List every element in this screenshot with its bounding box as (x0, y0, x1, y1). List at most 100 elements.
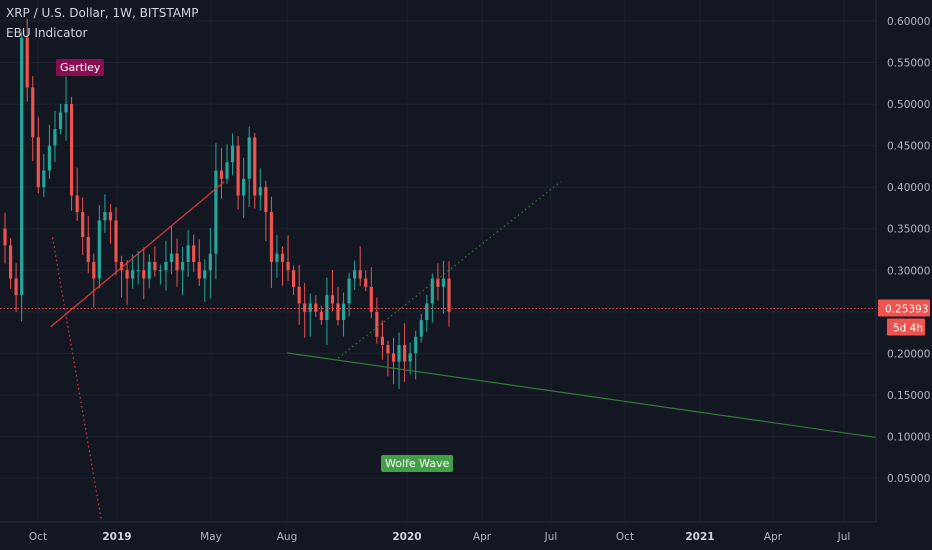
candle (36, 116, 40, 194)
candle (336, 287, 340, 326)
candle (275, 234, 279, 278)
candle (42, 153, 46, 198)
gartley-annotation[interactable]: Gartley (56, 59, 105, 76)
candle (264, 180, 268, 241)
candle (219, 147, 224, 199)
time-axis[interactable] (0, 522, 876, 550)
candle (192, 234, 196, 272)
x-tick-label: 2021 (685, 531, 714, 543)
candle (3, 212, 7, 264)
candle (8, 238, 13, 289)
y-tick-label: 0.55000 (887, 58, 930, 70)
x-tick-label: May (200, 531, 222, 543)
candle (97, 205, 101, 289)
x-tick-label: Aug (277, 531, 298, 543)
x-tick-label: 2020 (392, 531, 421, 543)
y-tick-label: 0.10000 (887, 431, 930, 443)
candle (142, 247, 146, 299)
gartley-red-dotted[interactable] (51, 237, 103, 523)
symbol-title: XRP / U.S. Dollar, 1W, BITSTAMP (6, 6, 199, 20)
candle (147, 254, 151, 289)
candle (364, 270, 368, 292)
candle (31, 76, 35, 161)
x-tick-label: 2019 (102, 531, 131, 543)
candle (253, 132, 257, 209)
candle (203, 259, 207, 302)
x-tick-label: Jul (544, 531, 558, 543)
candle (131, 254, 135, 289)
candle (197, 239, 201, 286)
candle (308, 293, 312, 337)
candle (258, 168, 262, 211)
candle (242, 157, 246, 219)
candle (419, 313, 423, 343)
candle (286, 235, 290, 281)
candle (58, 103, 63, 135)
candle (380, 320, 384, 360)
candle (341, 292, 346, 337)
candle (158, 264, 162, 285)
y-tick-label: 0.15000 (887, 390, 930, 402)
price-axis[interactable] (876, 0, 932, 550)
candle (125, 260, 129, 305)
countdown-value: 5d 4h (893, 323, 923, 335)
candle (236, 136, 240, 210)
y-tick-label: 0.35000 (887, 224, 930, 236)
grid (0, 0, 876, 522)
y-tick-label: 0.60000 (887, 16, 930, 28)
candle (358, 246, 362, 287)
candle (447, 261, 451, 327)
candle (136, 251, 140, 285)
candle (425, 294, 429, 332)
candle (353, 260, 357, 291)
candle (225, 144, 229, 184)
candle (25, 18, 29, 102)
wolfe-line-1-4[interactable] (286, 352, 877, 439)
candle (119, 255, 124, 298)
x-tick-label: Oct (616, 531, 634, 543)
candle (81, 197, 85, 255)
current-price-value: 0.25393 (885, 304, 928, 316)
candle (20, 31, 24, 322)
candle (441, 260, 446, 314)
countdown-tag (887, 318, 925, 336)
x-tick-label: Oct (29, 531, 47, 543)
candle (297, 265, 301, 326)
candle (369, 267, 373, 319)
candle (375, 297, 379, 344)
candle (175, 238, 179, 287)
candle (391, 337, 396, 385)
gartley-red-upper[interactable] (50, 181, 225, 328)
candle (92, 253, 96, 308)
candle (430, 273, 434, 323)
x-tick-label: Apr (473, 531, 492, 543)
y-tick-label: 0.45000 (887, 141, 930, 153)
x-tick-label: Apr (764, 531, 783, 543)
candle (114, 207, 118, 275)
candle (436, 263, 440, 301)
candle (14, 263, 18, 312)
wolfe-wave-annotation[interactable]: Wolfe Wave (381, 455, 454, 472)
indicator-label: EBU Indicator (6, 26, 88, 40)
y-tick-label: 0.05000 (887, 473, 930, 485)
candle (108, 204, 113, 244)
candle (386, 340, 390, 377)
candle (408, 342, 412, 375)
candle (247, 126, 251, 207)
y-tick-label: 0.30000 (887, 265, 930, 277)
candle (214, 143, 218, 280)
candle (314, 295, 318, 317)
candle (347, 272, 351, 317)
candle (70, 96, 74, 211)
current-price-tag (878, 299, 930, 317)
candle (169, 225, 174, 275)
candle (181, 246, 185, 296)
candle (303, 282, 307, 338)
y-tick-label: 0.50000 (887, 99, 930, 111)
y-tick-label: 0.20000 (887, 348, 930, 360)
candle (53, 110, 57, 162)
y-tick-label: 0.40000 (887, 182, 930, 194)
candle (186, 229, 190, 278)
candle (330, 270, 335, 312)
